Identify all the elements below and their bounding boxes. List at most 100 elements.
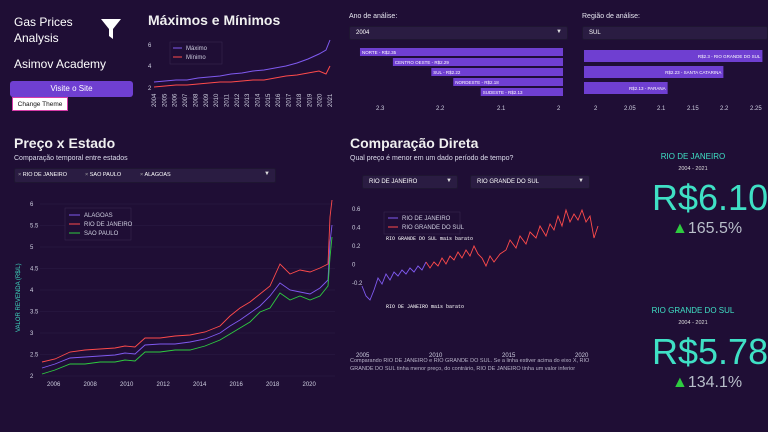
- legend-rs: RIO GRANDE DO SUL: [402, 225, 465, 231]
- region-value: SUL: [589, 30, 601, 36]
- region-bar-label: NORDESTE - R$2.18: [455, 80, 499, 85]
- max-series-line: [153, 39, 331, 83]
- state-b-dropdown[interactable]: RIO GRANDE DO SUL ▼: [470, 175, 590, 189]
- minmax-xtick: 2008: [193, 93, 199, 107]
- year-dropdown[interactable]: 2004 ▼: [349, 26, 568, 40]
- minmax-xtick: 2014: [256, 93, 262, 107]
- brand-title: Gas Prices Analysis: [14, 14, 73, 46]
- legend-rio-de-janeiro: RIO DE JANEIRO: [84, 222, 133, 228]
- region-bar: [431, 68, 563, 76]
- legend-min: Mínimo: [186, 55, 206, 61]
- preco-estado-subtitle: Comparação temporal entre estados: [14, 155, 128, 162]
- preco-ytick: 4.5: [30, 267, 39, 273]
- region-bar-label: CENTRO OESTE - R$2.29: [395, 60, 450, 65]
- state-a-value: RIO DE JANEIRO: [369, 179, 418, 185]
- chevron-down-icon: ▼: [446, 178, 452, 184]
- state-multiselect[interactable]: × RIO DE JANEIRO × SAO PAULO × ALAGOAS ▼: [14, 168, 276, 183]
- state-xtick: 2.15: [687, 106, 699, 112]
- state-a-dropdown[interactable]: RIO DE JANEIRO ▼: [362, 175, 458, 189]
- comp-ytick: -0.2: [352, 281, 363, 287]
- region-bar-label: NORTE - R$2.35: [362, 50, 397, 55]
- card-a-change-value: 165.5%: [687, 220, 743, 237]
- minmax-xtick: 2020: [318, 93, 324, 107]
- minmax-xtick: 2010: [214, 93, 220, 107]
- diff-series-rj: [361, 261, 427, 301]
- year-value: 2004: [356, 30, 370, 36]
- legend-rj: RIO DE JANEIRO: [402, 216, 451, 222]
- preco-yticks: 6 5.5 5 4.5 4 3.5 3 2.5 2: [30, 202, 335, 380]
- card-b-price: R$5.78: [652, 331, 768, 372]
- region-xtick: 2.1: [497, 106, 506, 112]
- preco-xtick: 2014: [193, 382, 207, 388]
- preco-xtick: 2018: [266, 382, 280, 388]
- comparacao-subtitle: Qual preço é menor em um dado período de…: [350, 155, 514, 162]
- state-bar: [584, 82, 668, 94]
- comp-ytick: 0.4: [352, 226, 361, 232]
- preco-xtick: 2020: [303, 382, 317, 388]
- region-bar: [392, 58, 563, 66]
- legend-alagoas: ALAGOAS: [84, 213, 113, 219]
- card-a-change: ▲165.5%: [672, 220, 742, 238]
- state-xtick: 2.2: [720, 106, 729, 112]
- annot-rj-cheaper: RIO DE JANEIRO mais barato: [386, 304, 464, 310]
- card-b-change: ▲134.1%: [672, 374, 742, 392]
- card-a-period: 2004 - 2021: [678, 166, 708, 172]
- legend-max: Máximo: [186, 46, 208, 52]
- card-b-period: 2004 - 2021: [678, 320, 708, 326]
- preco-ytick: 2: [30, 374, 34, 380]
- chevron-down-icon: ▼: [264, 171, 270, 177]
- visit-site-button[interactable]: Visite o Site: [10, 81, 133, 97]
- legend-sao-paulo: SAO PAULO: [84, 231, 119, 237]
- minmax-chart: 6 4 2 Máximo Mínimo 2004 2005 2006 2007 2008…: [148, 39, 334, 107]
- comparacao-title: Comparação Direta: [350, 135, 479, 151]
- preco-ylabel: VALOR REVENDA (R$/L): [16, 263, 22, 332]
- comp-ytick: 0.6: [352, 207, 361, 213]
- region-bars: NORTE - R$2.35 CENTRO OESTE - R$2.29 SUL -…: [359, 48, 563, 96]
- region-dropdown[interactable]: SUL: [582, 26, 768, 40]
- state-chip[interactable]: × RIO DE JANEIRO: [18, 172, 68, 178]
- triangle-up-icon: ▲: [672, 220, 688, 237]
- preco-ytick: 4: [30, 288, 34, 294]
- state-chip[interactable]: × ALAGOAS: [140, 172, 171, 178]
- preco-ytick: 5.5: [30, 224, 39, 230]
- state-bar-label: R$2.23 - SANTA CATARINA: [665, 70, 721, 75]
- state-bars: R$2.3 - RIO GRANDE DO SUL R$2.23 - SANTA …: [584, 50, 763, 94]
- minmax-xtick: 2006: [173, 93, 179, 107]
- minmax-xtick: 2004: [152, 93, 158, 107]
- state-xtick: 2.1: [657, 106, 666, 112]
- brand-line-2: Analysis: [14, 31, 59, 45]
- minmax-xticks: 2004 2005 2006 2007 2008 2009 2010 2011 2012 2013…: [152, 93, 334, 107]
- minmax-xtick: 2019: [307, 93, 313, 107]
- preco-xtick: 2016: [230, 382, 244, 388]
- triangle-up-icon: ▲: [672, 374, 688, 391]
- preco-ytick: 3.5: [30, 310, 39, 316]
- minmax-xtick: 2011: [224, 93, 230, 107]
- preco-xtick: 2008: [84, 382, 98, 388]
- preco-xtick: 2010: [120, 382, 134, 388]
- region-bar: [359, 48, 563, 56]
- preco-ytick: 6: [30, 202, 34, 208]
- card-a-name: RIO DE JANEIRO: [660, 152, 726, 161]
- region-xtick: 2: [557, 106, 561, 112]
- state-xtick: 2.25: [750, 106, 762, 112]
- minmax-xtick: 2017: [287, 93, 293, 107]
- state-b-value: RIO GRANDE DO SUL: [477, 179, 540, 185]
- preco-ytick: 5: [30, 245, 34, 251]
- state-chip[interactable]: × SAO PAULO: [85, 172, 122, 178]
- comp-xtick: 2015: [502, 353, 516, 359]
- state-bar-label: R$2.3 - RIO GRANDE DO SUL: [698, 54, 761, 59]
- change-theme-button[interactable]: Change Theme: [12, 97, 68, 111]
- state-bar: [584, 66, 724, 78]
- diff-series-rs: [425, 208, 599, 269]
- region-bar-chart: NORTE - R$2.35 CENTRO OESTE - R$2.29 SUL -…: [359, 48, 563, 112]
- region-label: Região de análise:: [582, 13, 640, 20]
- preco-xticks: 2006 2008 2010 2012 2014 2016 2018 2020: [47, 382, 317, 388]
- minmax-xtick: 2009: [204, 93, 210, 107]
- minmax-xtick: 2007: [183, 93, 189, 107]
- minmax-xtick: 2013: [245, 93, 251, 107]
- comp-xticks: 2005 2010 2015 2020: [356, 353, 589, 359]
- series-alagoas: [41, 224, 333, 369]
- min-series-line: [153, 65, 331, 88]
- card-a-price: R$6.10: [652, 177, 768, 218]
- preco-xtick: 2012: [157, 382, 171, 388]
